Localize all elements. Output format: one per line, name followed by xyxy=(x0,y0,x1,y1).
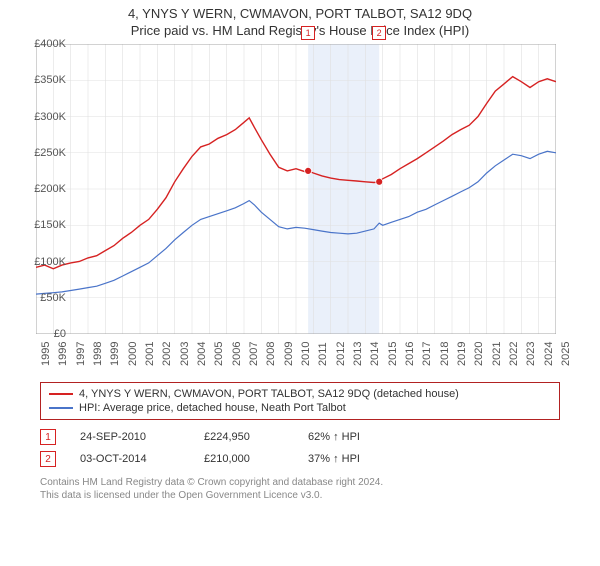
sale-marker-2: 2 xyxy=(372,26,386,40)
y-axis-tick-label: £400K xyxy=(18,38,66,50)
x-axis-tick-label: 2020 xyxy=(473,342,485,366)
x-axis-tick-label: 2007 xyxy=(248,342,260,366)
sale-row: 2 03-OCT-2014 £210,000 37% ↑ HPI xyxy=(40,448,560,470)
legend-row: HPI: Average price, detached house, Neat… xyxy=(49,401,551,415)
x-axis-tick-label: 2006 xyxy=(231,342,243,366)
line-chart-svg xyxy=(36,44,556,334)
legend-label: HPI: Average price, detached house, Neat… xyxy=(79,402,346,414)
sale-price: £210,000 xyxy=(204,453,284,465)
x-axis-tick-label: 2004 xyxy=(196,342,208,366)
y-axis-tick-label: £300K xyxy=(18,111,66,123)
sale-date: 24-SEP-2010 xyxy=(80,431,180,443)
x-axis-tick-label: 1997 xyxy=(75,342,87,366)
footer-line1: Contains HM Land Registry data © Crown c… xyxy=(40,476,560,489)
x-axis-tick-label: 1995 xyxy=(40,342,52,366)
footer-attribution: Contains HM Land Registry data © Crown c… xyxy=(40,476,560,502)
y-axis-tick-label: £200K xyxy=(18,183,66,195)
chart-title-sub: Price paid vs. HM Land Registry's House … xyxy=(0,23,600,38)
x-axis-tick-label: 1998 xyxy=(92,342,104,366)
x-axis-tick-label: 2013 xyxy=(352,342,364,366)
legend-swatch xyxy=(49,407,73,409)
legend-swatch xyxy=(49,393,73,395)
sale-marker-icon: 2 xyxy=(40,451,56,467)
x-axis-tick-label: 2005 xyxy=(213,342,225,366)
x-axis-tick-label: 2001 xyxy=(144,342,156,366)
y-axis-tick-label: £100K xyxy=(18,256,66,268)
x-axis-tick-label: 2024 xyxy=(543,342,555,366)
x-axis-tick-label: 2021 xyxy=(491,342,503,366)
legend-row: 4, YNYS Y WERN, CWMAVON, PORT TALBOT, SA… xyxy=(49,387,551,401)
y-axis-tick-label: £50K xyxy=(18,292,66,304)
chart-title-address: 4, YNYS Y WERN, CWMAVON, PORT TALBOT, SA… xyxy=(0,6,600,21)
chart-area: £0£50K£100K£150K£200K£250K£300K£350K£400… xyxy=(36,44,596,374)
x-axis-tick-label: 2023 xyxy=(525,342,537,366)
x-axis-tick-label: 2022 xyxy=(508,342,520,366)
legend-box: 4, YNYS Y WERN, CWMAVON, PORT TALBOT, SA… xyxy=(40,382,560,420)
legend-label: 4, YNYS Y WERN, CWMAVON, PORT TALBOT, SA… xyxy=(79,388,459,400)
x-axis-tick-label: 2018 xyxy=(439,342,451,366)
sale-marker-1: 1 xyxy=(301,26,315,40)
sale-date: 03-OCT-2014 xyxy=(80,453,180,465)
x-axis-tick-label: 2010 xyxy=(300,342,312,366)
y-axis-tick-label: £350K xyxy=(18,74,66,86)
x-axis-tick-label: 2017 xyxy=(421,342,433,366)
x-axis-tick-label: 2019 xyxy=(456,342,468,366)
y-axis-tick-label: £250K xyxy=(18,147,66,159)
x-axis-tick-label: 2002 xyxy=(161,342,173,366)
x-axis-tick-label: 1999 xyxy=(109,342,121,366)
sales-table: 1 24-SEP-2010 £224,950 62% ↑ HPI 2 03-OCT-201… xyxy=(40,426,560,470)
x-axis-tick-label: 2025 xyxy=(560,342,572,366)
x-axis-tick-label: 2003 xyxy=(179,342,191,366)
sale-row: 1 24-SEP-2010 £224,950 62% ↑ HPI xyxy=(40,426,560,448)
x-axis-tick-label: 2011 xyxy=(317,342,329,366)
y-axis-tick-label: £150K xyxy=(18,219,66,231)
x-axis-tick-label: 2000 xyxy=(127,342,139,366)
footer-line2: This data is licensed under the Open Gov… xyxy=(40,489,560,502)
x-axis-tick-label: 2008 xyxy=(265,342,277,366)
y-axis-tick-label: £0 xyxy=(18,328,66,340)
x-axis-tick-label: 2014 xyxy=(369,342,381,366)
x-axis-tick-label: 2009 xyxy=(283,342,295,366)
x-axis-tick-label: 1996 xyxy=(57,342,69,366)
x-axis-tick-label: 2016 xyxy=(404,342,416,366)
x-axis-tick-label: 2012 xyxy=(335,342,347,366)
sale-hpi-delta: 37% ↑ HPI xyxy=(308,453,360,465)
x-axis-tick-label: 2015 xyxy=(387,342,399,366)
sale-hpi-delta: 62% ↑ HPI xyxy=(308,431,360,443)
sale-marker-icon: 1 xyxy=(40,429,56,445)
sale-price: £224,950 xyxy=(204,431,284,443)
